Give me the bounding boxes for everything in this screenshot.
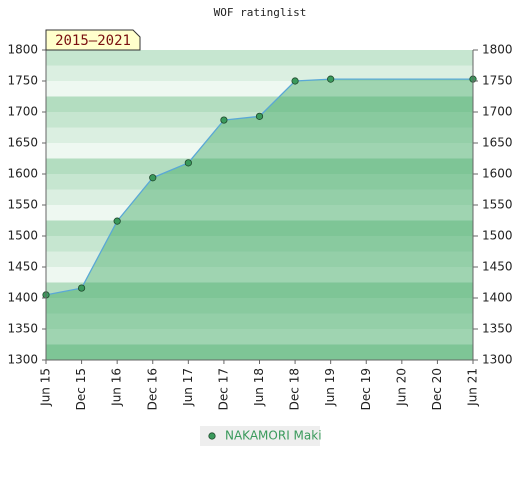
plot-band [46, 329, 473, 345]
y2-tick-label: 1350 [482, 322, 513, 336]
point [220, 116, 228, 124]
x-tick-label: Dec 17 [216, 368, 230, 410]
x-tick-label: Jun 17 [181, 368, 195, 407]
y-tick-label: 1400 [7, 291, 38, 305]
plot-band [46, 143, 473, 159]
y-tick-label: 1700 [7, 105, 38, 119]
y-tick-label: 1500 [7, 229, 38, 243]
x-tick-label: Jun 19 [323, 368, 337, 407]
y2-tick-label: 1600 [482, 167, 513, 181]
plot-band [46, 267, 473, 283]
x-tick-label: Jun 18 [252, 368, 266, 407]
y-tick-label: 1300 [7, 353, 38, 367]
point [327, 75, 335, 83]
legend-box [200, 426, 320, 446]
plot-band [46, 65, 473, 82]
line [45, 78, 473, 296]
plot-band [46, 205, 473, 221]
y2-tick-label: 1400 [482, 291, 513, 305]
plot-band [46, 236, 473, 252]
plot-band [46, 112, 473, 128]
point [291, 77, 299, 85]
plot-band [46, 344, 473, 361]
plot-band [46, 298, 473, 314]
y2-tick-label: 1450 [482, 260, 513, 274]
y-tick-label: 1750 [7, 74, 38, 88]
plot-band [46, 282, 473, 299]
x-tick-label: Jun 15 [39, 368, 53, 407]
y2-tick-label: 1800 [482, 43, 513, 57]
plot-band [46, 220, 473, 237]
y-tick-label: 1550 [7, 198, 38, 212]
plot-band [46, 313, 473, 330]
legend-label: NAKAMORI Maki [225, 429, 322, 443]
annotation: 2015–2021 [55, 33, 131, 49]
point [149, 174, 157, 182]
y2-tick-label: 1650 [482, 136, 513, 150]
plot-band [46, 50, 473, 66]
point [77, 284, 86, 292]
point [184, 159, 192, 167]
y-tick-label: 1800 [7, 43, 38, 57]
plot-band [46, 81, 473, 97]
x-tick-label: Dec 18 [288, 368, 302, 410]
x-tick-label: Jun 20 [394, 368, 408, 407]
plot-band [46, 251, 473, 268]
y2-tick-label: 1300 [482, 353, 513, 367]
area [46, 79, 473, 360]
point [113, 217, 121, 225]
x-tick-label: Jun 21 [466, 368, 480, 407]
annotation-box [45, 29, 141, 51]
y-tick-label: 1350 [7, 322, 38, 336]
y-tick-label: 1600 [7, 167, 38, 181]
x-tick-label: Dec 15 [74, 368, 88, 410]
x-tick-label: Dec 20 [430, 368, 444, 410]
plot-band [46, 96, 473, 113]
plot-band [46, 127, 473, 144]
x-tick-label: Jun 16 [110, 368, 124, 407]
x-tick-label: Dec 19 [359, 368, 373, 410]
y2-tick-label: 1500 [482, 229, 513, 243]
plot-band [46, 158, 473, 175]
y-tick-label: 1650 [7, 136, 38, 150]
y2-tick-label: 1550 [482, 198, 513, 212]
legend-marker [208, 432, 216, 440]
chart-title: WOF ratinglist [214, 6, 307, 19]
y2-tick-label: 1700 [482, 105, 513, 119]
plot-band [46, 189, 473, 206]
point [255, 112, 264, 120]
x-tick-label: Dec 16 [145, 368, 159, 410]
y2-tick-label: 1750 [482, 74, 513, 88]
y-tick-label: 1450 [7, 260, 38, 274]
